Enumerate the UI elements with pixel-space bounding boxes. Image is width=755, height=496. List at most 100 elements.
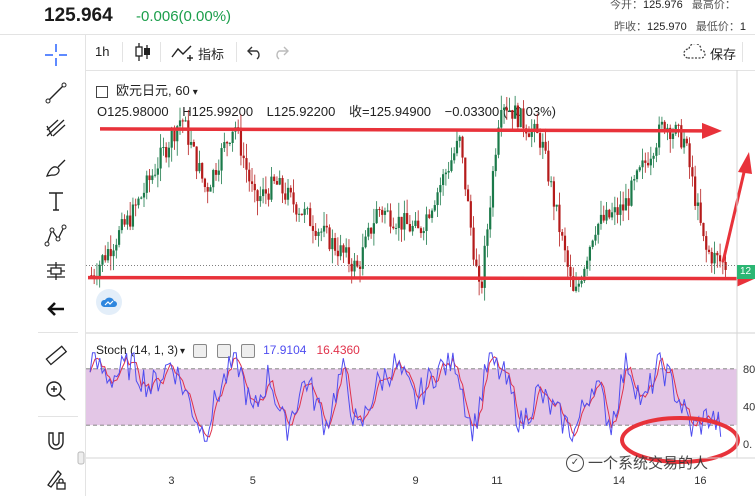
pattern-tool-icon[interactable]	[40, 223, 72, 249]
candle-body	[198, 163, 201, 172]
candlestick-type-icon[interactable]	[134, 42, 152, 67]
measure-tool-icon[interactable]	[40, 258, 72, 284]
candle-body	[478, 266, 481, 282]
redo-icon[interactable]	[272, 44, 290, 65]
candle-body	[713, 252, 716, 264]
candle-body	[342, 245, 345, 253]
candle-body	[644, 160, 647, 163]
x-tick-label: 3	[168, 475, 174, 487]
candle-body	[248, 169, 251, 182]
candle-body	[203, 178, 207, 188]
stoch-y-tick-label: 0.	[743, 439, 752, 451]
candle-body	[624, 198, 628, 211]
candle-body	[550, 181, 553, 183]
candle-body	[331, 238, 334, 250]
candle-body	[134, 204, 137, 206]
candle-body	[112, 250, 115, 257]
fib-tool-icon[interactable]	[40, 115, 72, 141]
crosshair-icon[interactable]	[40, 42, 72, 68]
candle-body	[123, 219, 126, 225]
wechat-icon: ✓	[566, 453, 584, 472]
candle-body	[353, 260, 356, 272]
candle-body	[270, 176, 273, 200]
timeframe-value: 60	[175, 83, 190, 98]
magnet-icon[interactable]	[40, 428, 72, 454]
candle-body	[131, 204, 135, 227]
candle-body	[527, 133, 531, 137]
candle-body	[261, 189, 265, 197]
annotation-layer	[86, 122, 755, 287]
brush-icon[interactable]	[40, 155, 72, 181]
save-button[interactable]: 保存	[682, 42, 736, 63]
candle-body	[619, 204, 622, 215]
candle-body	[192, 142, 195, 147]
candle-body	[350, 263, 353, 272]
candle-body	[181, 120, 184, 122]
candle-body	[563, 235, 567, 251]
undo-icon[interactable]	[246, 44, 264, 65]
ohlc-close: 收=125.94900	[348, 104, 432, 119]
close-icon[interactable]	[241, 343, 256, 358]
candle-body	[148, 175, 151, 181]
candle-body	[466, 189, 470, 202]
candle-body	[325, 225, 328, 228]
candle-body	[710, 251, 713, 264]
symbol-legend[interactable]: 欧元日元, 60 ▾	[96, 80, 208, 99]
candle-body	[660, 121, 664, 125]
candle-body	[367, 227, 370, 237]
interval-button[interactable]: 1h	[95, 44, 110, 59]
candle-body	[669, 127, 672, 140]
candle-body	[724, 261, 727, 270]
candle-body	[159, 147, 162, 169]
candle-body	[336, 250, 339, 257]
stoch-legend[interactable]: Stoch (14, 1, 3) ▾ 17.9104 16.4360	[96, 343, 370, 358]
candle-body	[117, 230, 121, 245]
candle-body	[599, 214, 603, 224]
settings-icon[interactable]	[217, 343, 232, 358]
time-scroll-handle	[77, 451, 85, 465]
candle-body	[145, 175, 148, 193]
candle-body	[533, 123, 536, 130]
candle-body	[322, 225, 326, 232]
toolbar-sep	[160, 42, 161, 62]
candle-body	[140, 197, 143, 199]
x-tick-label: 5	[250, 475, 256, 487]
candle-body	[491, 171, 495, 208]
ohlc-high: H125.99200	[182, 104, 254, 119]
candle-body	[300, 213, 303, 215]
text-tool-icon[interactable]	[40, 188, 72, 214]
candle-body	[214, 170, 218, 175]
candle-body	[716, 252, 719, 256]
sidebar-sep	[38, 332, 78, 333]
candle-body	[217, 170, 220, 175]
trend-line-icon[interactable]	[40, 80, 72, 106]
candle-body	[411, 225, 414, 232]
ruler-icon[interactable]	[40, 342, 72, 368]
zoom-in-icon[interactable]	[40, 378, 72, 404]
candle-body	[245, 158, 248, 170]
today-open-stat: 今开：125.976 最高价：	[610, 0, 736, 12]
candle-body	[126, 215, 129, 225]
candle-body	[386, 210, 389, 212]
cloud-icon	[682, 42, 706, 63]
visibility-icon[interactable]	[193, 343, 208, 358]
lock-drawing-icon[interactable]	[40, 466, 72, 492]
back-arrow-icon[interactable]	[40, 296, 72, 322]
candle-body	[328, 227, 331, 250]
watermark: ✓ 一个系统交易的人	[566, 452, 708, 473]
candle-body	[439, 185, 442, 193]
candle-body	[547, 150, 550, 182]
candle-body	[273, 176, 276, 182]
toolbar-sep	[236, 42, 237, 62]
collapse-icon[interactable]	[96, 85, 108, 98]
candle-body	[101, 255, 104, 265]
candle-body	[104, 255, 107, 261]
candle-body	[514, 105, 517, 119]
chevron-down-icon: ▾	[192, 87, 198, 98]
candle-body	[616, 207, 619, 215]
candle-body	[461, 136, 464, 158]
low-value: 1	[739, 21, 746, 33]
indicators-label: 指标	[198, 47, 225, 62]
indicators-button[interactable]: 指标	[171, 43, 224, 64]
